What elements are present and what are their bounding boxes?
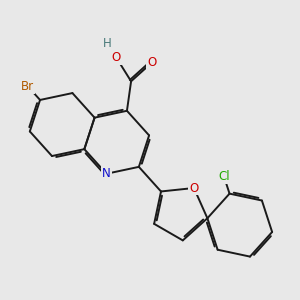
Text: O: O xyxy=(112,51,121,64)
Text: Cl: Cl xyxy=(218,170,230,183)
Text: O: O xyxy=(189,182,199,194)
Text: O: O xyxy=(147,56,157,69)
Text: Br: Br xyxy=(21,80,34,93)
Text: N: N xyxy=(102,167,111,180)
Text: H: H xyxy=(103,37,112,50)
